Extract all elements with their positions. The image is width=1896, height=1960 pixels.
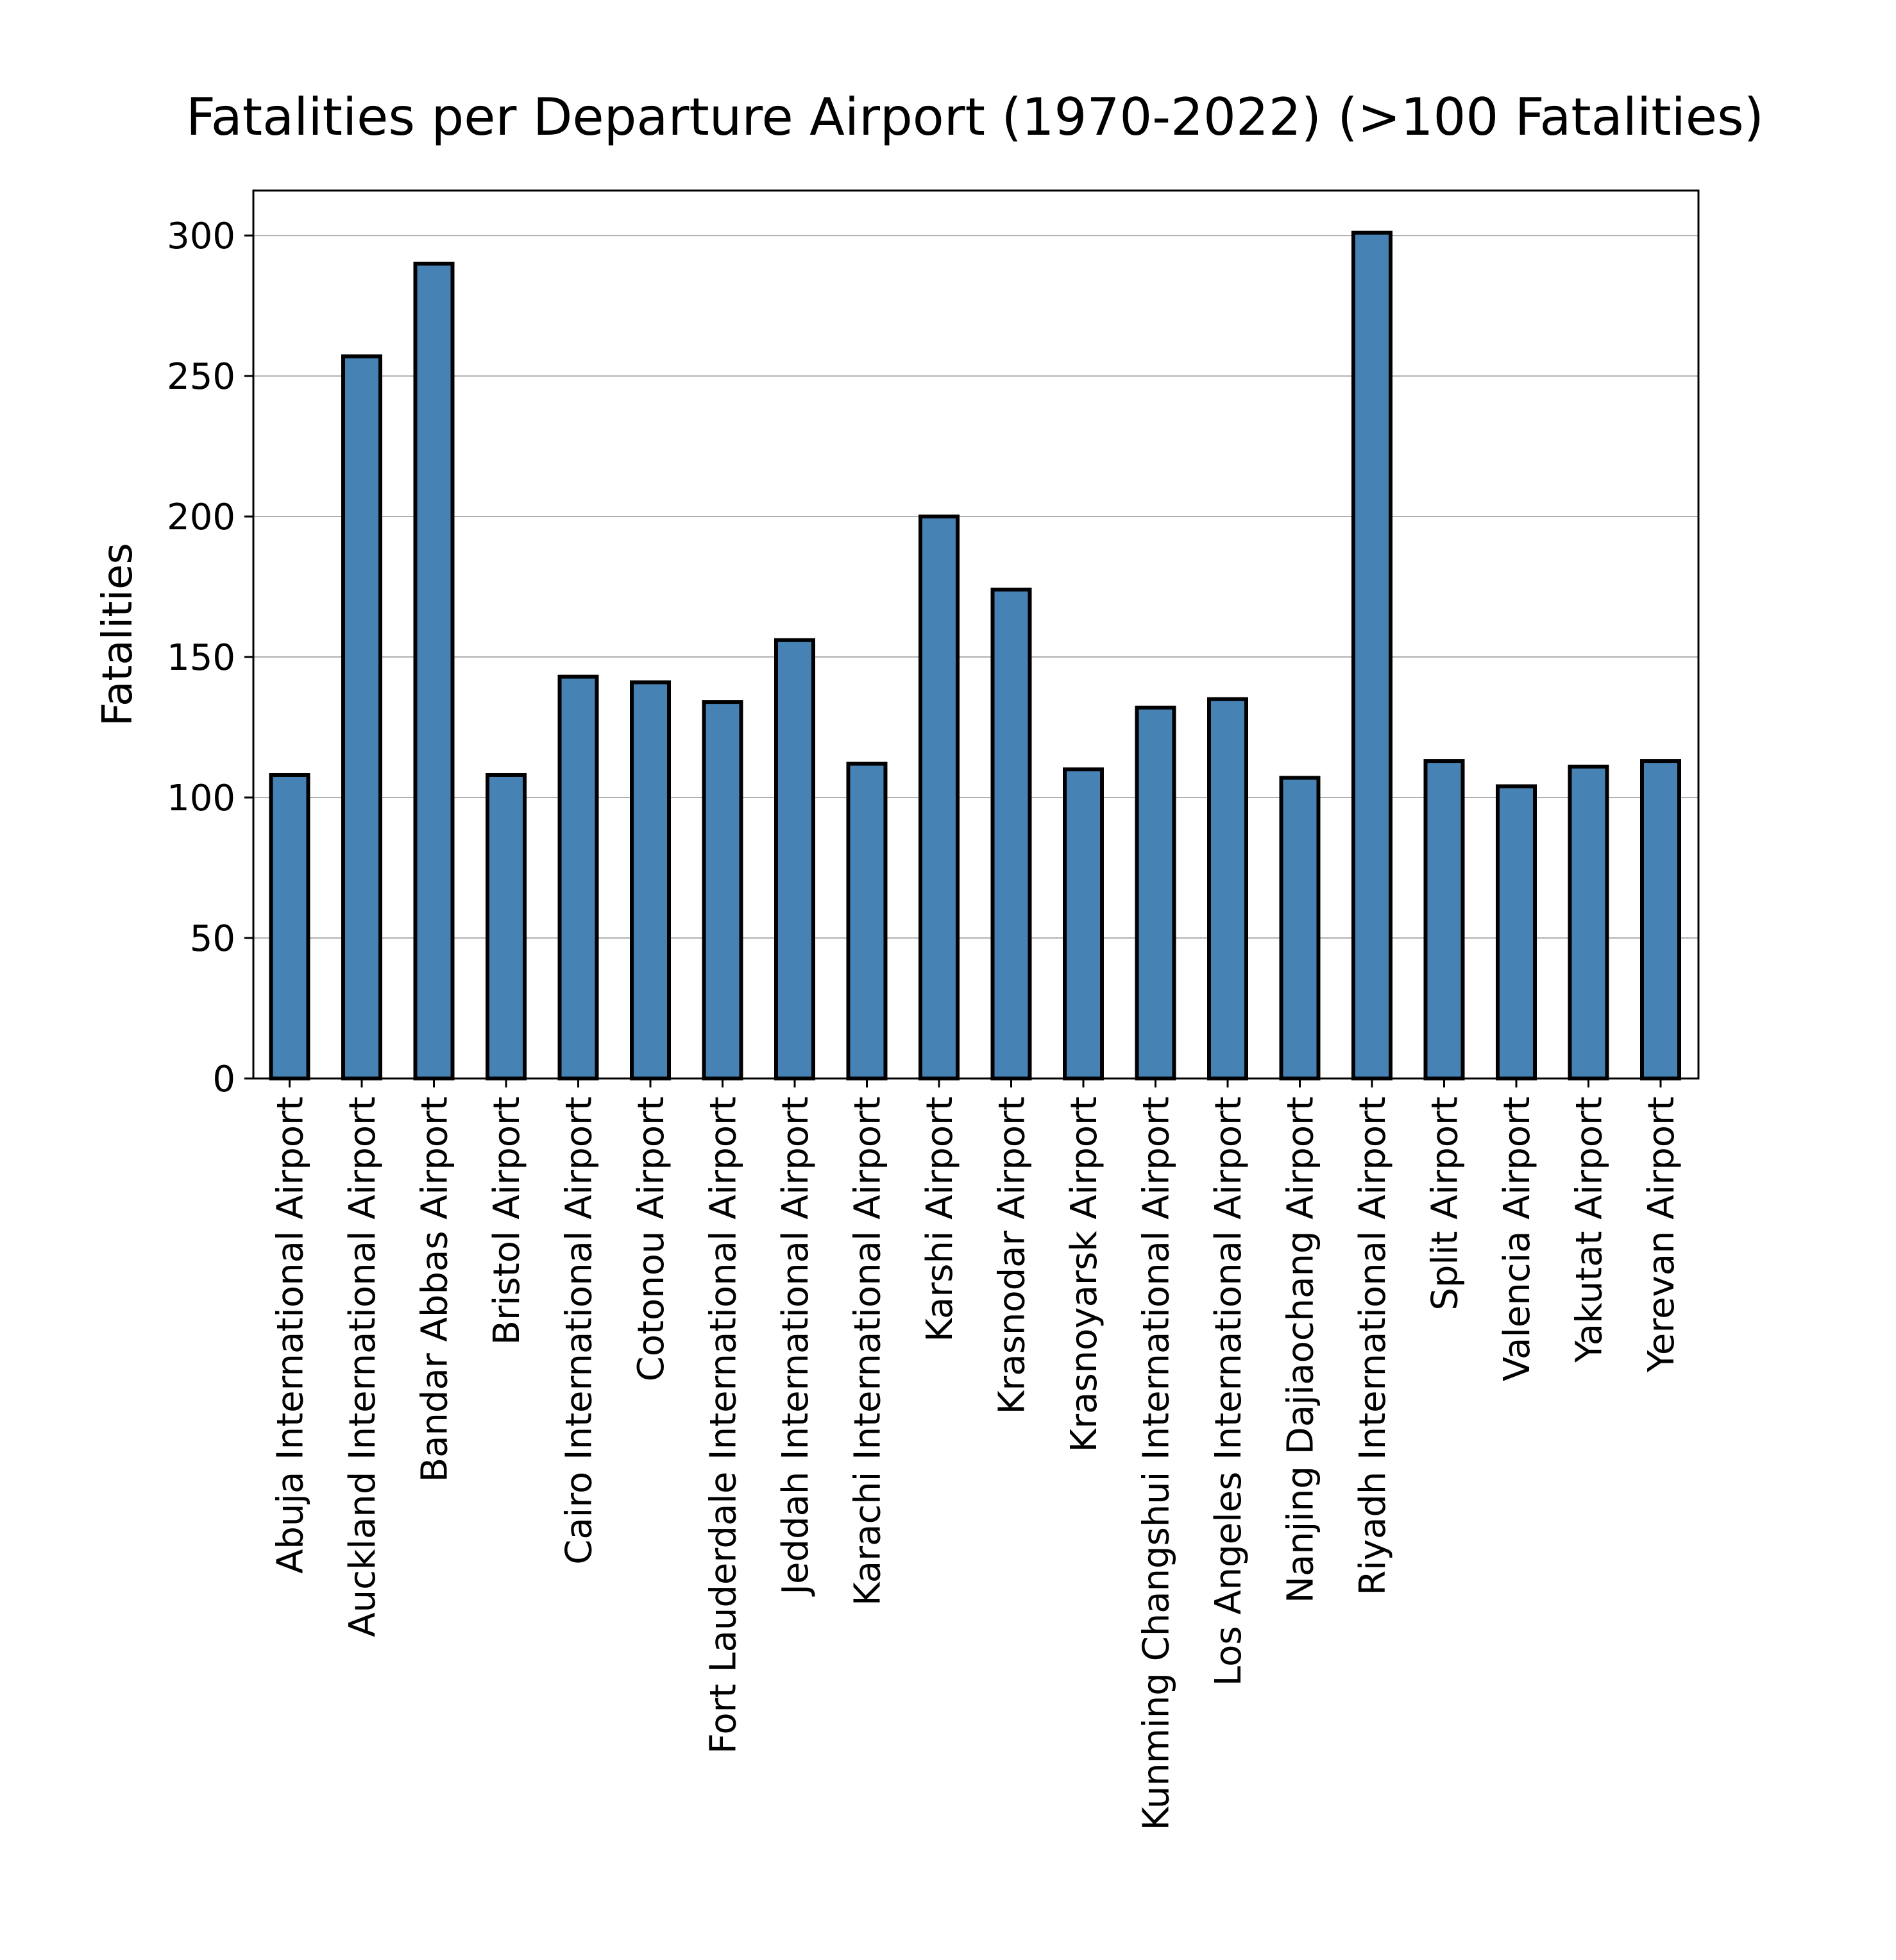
bar	[918, 515, 960, 1080]
bar	[1568, 764, 1609, 1081]
bar	[630, 680, 671, 1080]
x-tick-label: Bandar Abbas Airport	[414, 1096, 456, 1482]
x-tick-label: Krasnodar Airport	[992, 1096, 1033, 1414]
bar	[486, 772, 527, 1080]
x-tick-label: Kunming Changshui International Airport	[1136, 1096, 1178, 1830]
bar	[413, 261, 455, 1080]
bar	[1423, 759, 1465, 1081]
bar	[1351, 230, 1392, 1081]
x-tick-label: Yakutat Airport	[1569, 1096, 1611, 1363]
x-tick-label: Krasnoyarsk Airport	[1063, 1096, 1105, 1453]
bars	[269, 230, 1681, 1081]
bar	[1135, 705, 1176, 1080]
y-tick-label: 100	[167, 778, 235, 819]
bar	[1279, 776, 1321, 1080]
y-tick-label: 150	[167, 637, 235, 679]
x-tick-label: Riyadh International Airport	[1352, 1096, 1394, 1596]
chart-title: Fatalities per Departure Airport (1970-2…	[186, 87, 1764, 147]
bar	[1063, 767, 1104, 1081]
y-tick-label: 300	[167, 216, 235, 257]
y-tick-label: 0	[212, 1059, 235, 1100]
x-tick-label: Cotonou Airport	[631, 1096, 672, 1381]
gridlines	[253, 235, 1698, 1079]
x-tick-label: Karachi International Airport	[847, 1096, 889, 1606]
bar	[774, 638, 815, 1080]
y-tick-label: 250	[167, 356, 235, 398]
bar	[1496, 784, 1537, 1081]
x-tick-label: Los Angeles International Airport	[1208, 1096, 1249, 1686]
bar	[702, 700, 743, 1080]
x-tick-label: Cairo International Airport	[559, 1096, 600, 1565]
x-axis-ticks: Abuja International Airport Auckland Inte…	[270, 1078, 1682, 1830]
x-tick-label: Fort Lauderdale International Airport	[703, 1096, 745, 1754]
x-tick-label: Split Airport	[1425, 1096, 1466, 1311]
bar	[557, 674, 599, 1080]
y-axis-label: Fatalities	[94, 543, 142, 726]
y-tick-label: 50	[190, 918, 235, 960]
x-tick-label: Nanjing Dajiaochang Airport	[1280, 1096, 1322, 1603]
x-tick-label: Valencia Airport	[1496, 1096, 1538, 1381]
x-tick-label: Bristol Airport	[486, 1096, 528, 1345]
bar	[846, 762, 888, 1081]
x-tick-label: Karshi Airport	[919, 1096, 961, 1342]
plot-frame	[252, 189, 1700, 1080]
bar	[341, 354, 382, 1081]
x-tick-label: Jeddah International Airport	[775, 1096, 817, 1597]
bar	[1640, 759, 1681, 1081]
bar	[990, 587, 1032, 1080]
y-tick-label: 200	[167, 497, 235, 538]
x-tick-label: Yerevan Airport	[1641, 1096, 1682, 1373]
y-axis-ticks: 0 50 100 150 200 250 300	[167, 216, 253, 1100]
x-tick-label: Abuja International Airport	[270, 1096, 312, 1574]
x-tick-label: Auckland International Airport	[342, 1096, 384, 1637]
bar	[1207, 697, 1248, 1080]
bar	[269, 772, 310, 1080]
